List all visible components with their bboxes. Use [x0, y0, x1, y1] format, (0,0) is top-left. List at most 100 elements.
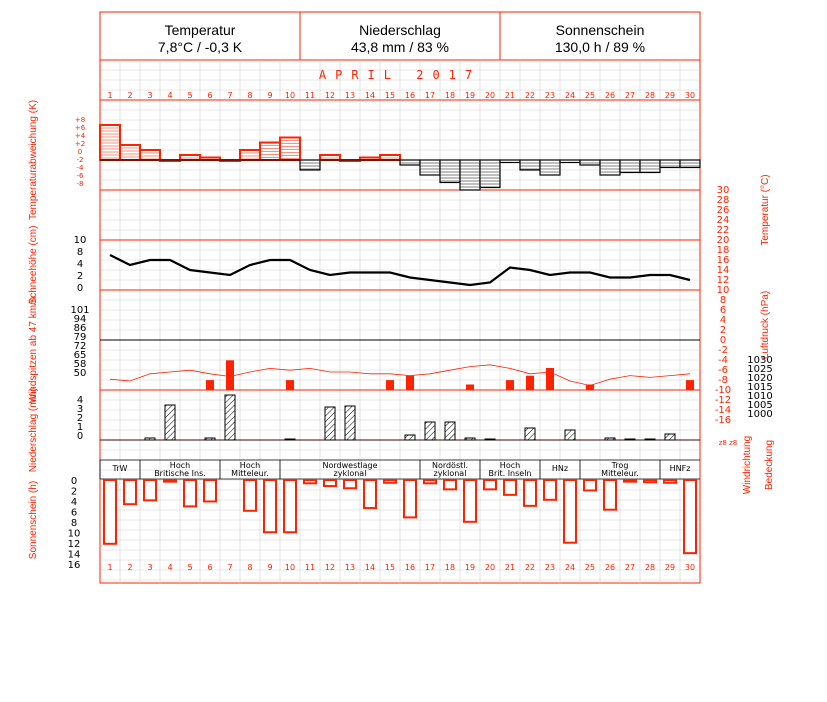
temp-dev-bar-26 [599, 159, 621, 176]
sunshine-bar-19 [463, 479, 477, 523]
precip-bar-18 [444, 421, 456, 441]
wind-gust-bar-19 [466, 384, 474, 390]
day-label-top-4: 4 [167, 91, 172, 100]
tick-wind-6: 58 [74, 359, 87, 370]
sunshine-bar-2 [123, 479, 137, 506]
tick-precip-3: 1 [77, 422, 83, 433]
tick-pressure-1: 1025 [747, 364, 772, 375]
tick-sun-0: 0 [71, 476, 77, 487]
precip-bar-22 [524, 427, 536, 441]
day-label-bottom-17: 17 [425, 563, 435, 572]
day-label-top-5: 5 [187, 91, 192, 100]
sunshine-bar-5 [183, 479, 197, 508]
tick-sun-2: 4 [71, 497, 77, 508]
day-label-bottom-2: 2 [127, 563, 132, 572]
tick-wind-1: 94 [74, 314, 87, 325]
tick-pressure-2: 1020 [747, 373, 772, 384]
wind-gust-bar-10 [286, 380, 294, 390]
sunshine-bar-28 [643, 479, 657, 484]
day-label-top-11: 11 [305, 91, 315, 100]
day-label-bottom-27: 27 [625, 563, 635, 572]
day-label-top-19: 19 [465, 91, 475, 100]
tick-wind-2: 86 [74, 323, 87, 334]
tick-temp-dev-1: +6 [75, 124, 86, 132]
day-label-bottom-20: 20 [485, 563, 495, 572]
precip-bar-4 [164, 404, 176, 441]
day-label-top-6: 6 [207, 91, 212, 100]
weather-type-5-line1: Hoch [500, 461, 520, 470]
header-value-1: 43,8 mm / 83 % [351, 39, 449, 55]
sunshine-bar-17 [423, 479, 437, 485]
header-value-0: 7,8°C / -0,3 K [158, 39, 243, 55]
wind-gust-bar-22 [526, 375, 534, 390]
temp-dev-bar-15 [379, 154, 401, 161]
tick-temp-4: 22 [717, 225, 730, 236]
temp-dev-bar-3 [139, 149, 161, 161]
day-label-bottom-29: 29 [665, 563, 675, 572]
day-label-top-8: 8 [247, 91, 252, 100]
temp-dev-bar-25 [579, 159, 601, 166]
temp-dev-bar-30 [679, 159, 701, 169]
sunshine-bar-10 [283, 479, 297, 534]
tick-sun-8: 16 [68, 560, 81, 571]
tick-precip-2: 2 [77, 413, 83, 424]
sunshine-bar-29 [663, 479, 677, 484]
tick-temp-dev-8: -8 [77, 180, 84, 188]
weather-type-5-line2: Brit. Inseln [488, 469, 531, 478]
day-label-bottom-5: 5 [187, 563, 192, 572]
day-label-bottom-15: 15 [385, 563, 395, 572]
temp-dev-bar-11 [299, 159, 321, 171]
tick-pressure-5: 1005 [747, 400, 772, 411]
sunshine-bar-22 [523, 479, 537, 507]
sunshine-bar-25 [583, 479, 597, 492]
wind-gust-bar-25 [586, 384, 594, 390]
weather-type-1-line1: Hoch [170, 461, 190, 470]
tick-temp-dev-7: -6 [77, 172, 85, 180]
sunshine-bar-16 [403, 479, 417, 519]
label-pressure: Luftdruck (hPa) [760, 291, 771, 359]
day-label-top-10: 10 [285, 91, 295, 100]
tick-temp-22: -14 [715, 405, 731, 416]
day-label-bottom-23: 23 [545, 563, 555, 572]
label-winddir: Windrichtung [742, 436, 753, 494]
temperature-mean-line [109, 254, 691, 287]
tick-temp-17: -4 [718, 355, 728, 366]
temp-dev-bar-27 [619, 159, 641, 174]
precip-bar-13 [344, 405, 356, 441]
day-label-bottom-14: 14 [365, 563, 375, 572]
wind-gust-bar-23 [546, 368, 554, 390]
weather-type-8-line1: HNFz [670, 464, 691, 473]
day-label-bottom-26: 26 [605, 563, 615, 572]
tick-temp-dev-2: +4 [75, 132, 86, 140]
wind-gust-bar-6 [206, 380, 214, 390]
day-label-bottom-4: 4 [167, 563, 172, 572]
temp-dev-bar-18 [439, 159, 461, 184]
precip-bar-24 [564, 429, 576, 441]
tick-precip-1: 3 [77, 404, 83, 415]
day-label-top-13: 13 [345, 91, 355, 100]
tick-wind-3: 79 [74, 332, 87, 343]
tick-precip-0: 4 [77, 395, 83, 406]
tick-temp-8: 14 [717, 265, 730, 276]
tick-temp-20: -10 [715, 385, 731, 396]
day-label-top-16: 16 [405, 91, 415, 100]
month-title: APRIL 2017 [319, 68, 481, 82]
tick-temp-dev-3: +2 [75, 140, 85, 148]
day-label-top-25: 25 [585, 91, 595, 100]
temp-dev-bar-23 [539, 159, 561, 176]
tick-wind-0: 101 [70, 305, 89, 316]
day-label-top-12: 12 [325, 91, 335, 100]
weather-type-0-line1: TrW [112, 464, 128, 473]
sunshine-bar-18 [443, 479, 457, 491]
tick-temp-dev-5: -2 [77, 156, 84, 164]
day-label-top-9: 9 [267, 91, 272, 100]
day-label-top-21: 21 [505, 91, 515, 100]
wind-gust-bar-30 [686, 380, 694, 390]
weather-type-7-line1: Trog [611, 461, 629, 470]
tick-temp-16: -2 [718, 345, 728, 356]
temp-dev-bar-8 [239, 149, 261, 161]
weather-type-2-line2: Mitteleur. [231, 469, 269, 478]
tick-temp-dev-4: 0 [78, 148, 82, 156]
precip-bar-16 [404, 434, 416, 441]
day-label-top-18: 18 [445, 91, 455, 100]
